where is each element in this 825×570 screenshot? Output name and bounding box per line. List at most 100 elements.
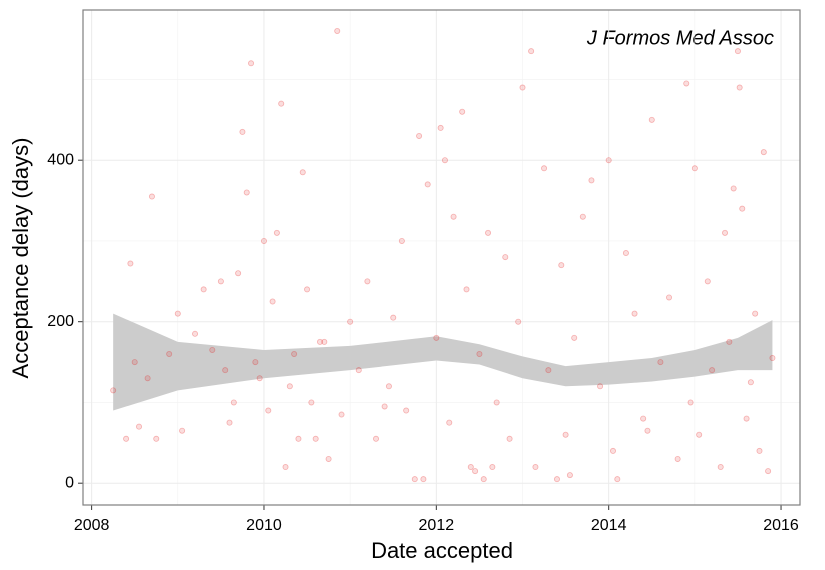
point — [200, 286, 207, 293]
y-tick-label: 0 — [65, 474, 74, 491]
point — [566, 472, 573, 479]
annotation: J Formos Med Assoc — [586, 27, 774, 49]
point — [355, 367, 362, 374]
point — [278, 100, 285, 107]
point — [631, 310, 638, 317]
point — [553, 476, 560, 483]
x-tick-label: 2012 — [419, 517, 455, 534]
point — [515, 318, 522, 325]
point — [605, 157, 612, 164]
point — [614, 476, 621, 483]
point — [174, 310, 181, 317]
point — [364, 278, 371, 285]
point — [334, 27, 341, 34]
point — [485, 229, 492, 236]
point — [674, 455, 681, 462]
y-tick-label: 400 — [47, 151, 74, 168]
point — [545, 367, 552, 374]
point — [179, 427, 186, 434]
x-axis-title: Date accepted — [371, 538, 513, 563]
point — [239, 128, 246, 135]
point — [769, 355, 776, 362]
point — [260, 237, 267, 244]
point — [433, 334, 440, 341]
point — [493, 399, 500, 406]
point — [304, 286, 311, 293]
point — [717, 464, 724, 471]
point — [722, 229, 729, 236]
point — [622, 250, 629, 257]
point — [683, 80, 690, 87]
point — [222, 367, 229, 374]
point — [747, 379, 754, 386]
point — [489, 464, 496, 471]
point — [571, 334, 578, 341]
point — [463, 286, 470, 293]
y-tick-label: 200 — [47, 313, 74, 330]
point — [441, 157, 448, 164]
x-tick-label: 2010 — [246, 517, 282, 534]
point — [390, 314, 397, 321]
point — [476, 350, 483, 357]
point — [472, 468, 479, 475]
point — [265, 407, 272, 414]
point — [562, 431, 569, 438]
point — [558, 262, 565, 269]
point — [704, 278, 711, 285]
point — [153, 435, 160, 442]
point — [424, 181, 431, 188]
point — [765, 468, 772, 475]
point — [217, 278, 224, 285]
point — [480, 476, 487, 483]
point — [110, 387, 117, 394]
point — [506, 435, 513, 442]
point — [209, 346, 216, 353]
point — [316, 338, 323, 345]
point — [295, 435, 302, 442]
point — [299, 169, 306, 176]
point — [243, 189, 250, 196]
point — [403, 407, 410, 414]
point — [282, 464, 289, 471]
point — [467, 464, 474, 471]
point — [416, 132, 423, 139]
point — [709, 367, 716, 374]
point — [312, 435, 319, 442]
point — [381, 403, 388, 410]
point — [385, 383, 392, 390]
point — [691, 165, 698, 172]
point — [230, 399, 237, 406]
point — [136, 423, 143, 430]
point — [760, 149, 767, 156]
point — [123, 435, 130, 442]
x-tick-label: 2016 — [763, 517, 799, 534]
point — [273, 229, 280, 236]
point — [730, 185, 737, 192]
point — [743, 415, 750, 422]
point — [519, 84, 526, 91]
point — [144, 375, 151, 382]
point — [269, 298, 276, 305]
point — [734, 48, 741, 55]
point — [235, 270, 242, 277]
point — [338, 411, 345, 418]
point — [648, 116, 655, 123]
point — [248, 60, 255, 67]
point — [252, 359, 259, 366]
point — [644, 427, 651, 434]
point — [411, 476, 418, 483]
point — [308, 399, 315, 406]
point — [640, 415, 647, 422]
point — [226, 419, 233, 426]
point — [286, 383, 293, 390]
point — [739, 205, 746, 212]
x-tick-label: 2008 — [74, 517, 110, 534]
point — [291, 350, 298, 357]
point — [450, 213, 457, 220]
point — [347, 318, 354, 325]
point — [609, 447, 616, 454]
point — [420, 476, 427, 483]
point — [325, 455, 332, 462]
point — [373, 435, 380, 442]
